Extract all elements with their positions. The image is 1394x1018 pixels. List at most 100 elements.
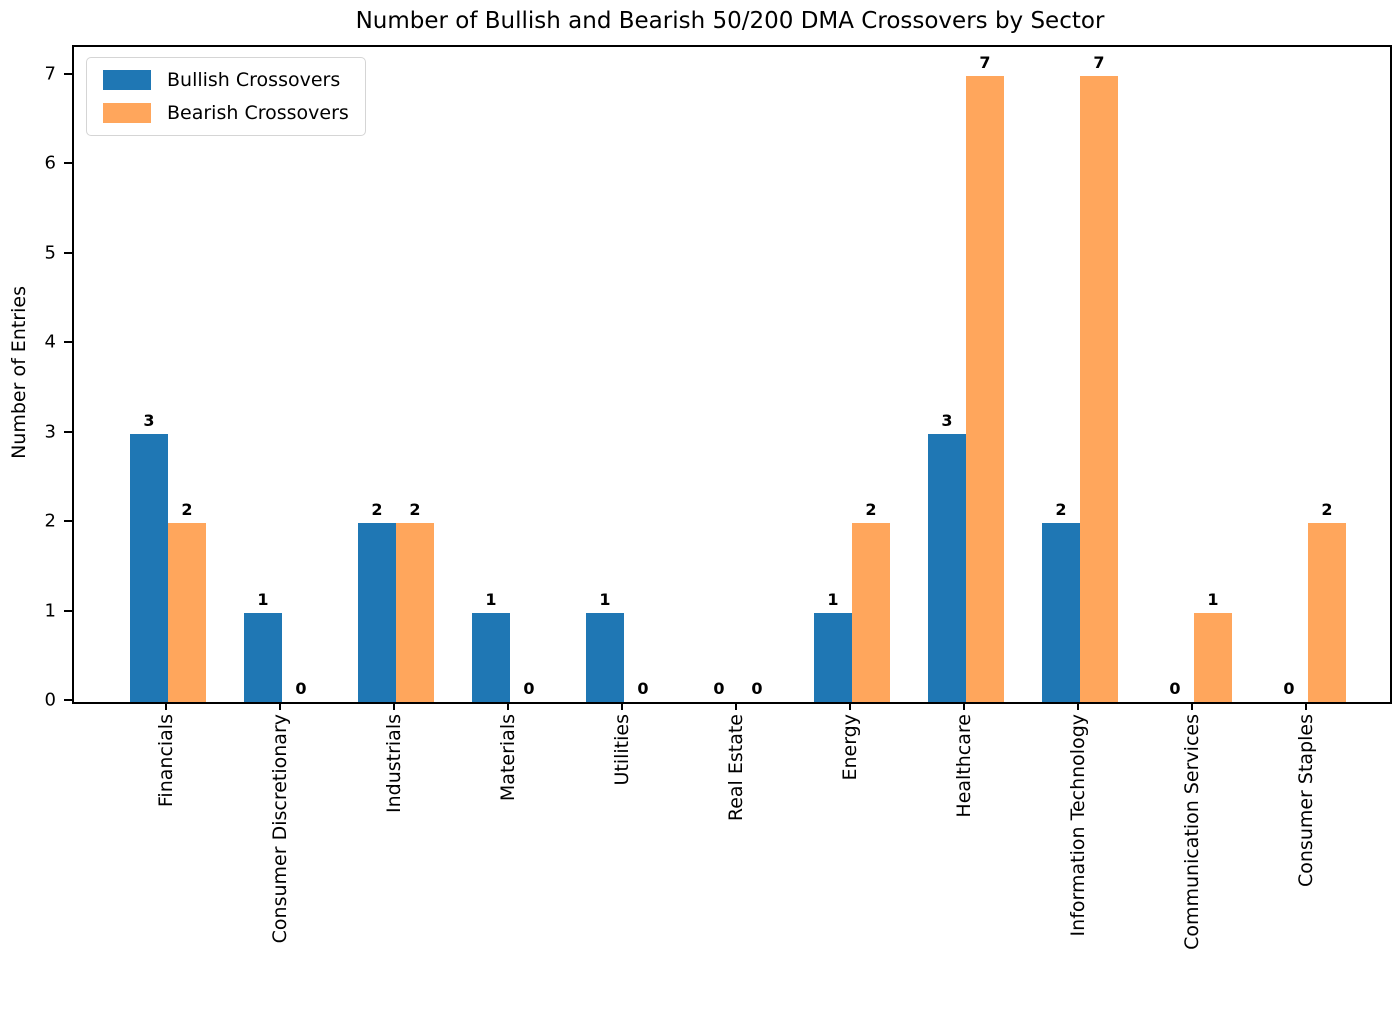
bar-value-label: 1 <box>1207 589 1219 609</box>
bar-col: 7 <box>966 47 1004 702</box>
y-tick-mark <box>64 699 72 701</box>
y-tick-label: 1 <box>44 600 56 621</box>
y-tick-mark <box>64 251 72 254</box>
bar-col: 1 <box>472 47 510 702</box>
bar-col: 1 <box>244 47 282 702</box>
y-tick-mark <box>64 72 72 75</box>
bar <box>586 612 624 702</box>
x-tick-mark <box>963 702 965 710</box>
bar-col: 2 <box>396 47 434 702</box>
x-tick-label: Consumer Discretionary <box>269 714 291 944</box>
bar-value-label: 3 <box>941 410 953 430</box>
y-tick-mark <box>64 341 72 343</box>
bar <box>1308 523 1346 702</box>
x-tick-label: Communication Services <box>1181 714 1203 950</box>
bar-value-label: 1 <box>827 589 839 609</box>
bar <box>1042 523 1080 702</box>
x-tick-mark <box>393 702 395 710</box>
bar-col: 2 <box>168 47 206 702</box>
bar <box>928 433 966 702</box>
bar <box>1194 612 1232 702</box>
bar <box>1080 75 1118 702</box>
bar <box>966 75 1004 702</box>
bar-col: 7 <box>1080 47 1118 702</box>
legend-entry: Bullish Crossovers <box>103 69 349 91</box>
x-tick-label: Utilities <box>611 714 633 786</box>
bar-value-label: 2 <box>409 500 421 519</box>
legend-label: Bearish Crossovers <box>167 102 349 124</box>
x-tick-mark <box>1191 702 1193 710</box>
legend: Bullish Crossovers Bearish Crossovers <box>86 57 366 136</box>
bar <box>814 612 852 702</box>
x-tick-label: Energy <box>839 714 861 781</box>
x-tick-label: Real Estate <box>725 714 747 822</box>
x-tick-label: Consumer Staples <box>1295 714 1317 888</box>
bar-value-label: 1 <box>599 589 611 609</box>
x-tick-mark <box>1077 702 1079 710</box>
y-tick-label: 4 <box>44 331 56 353</box>
bar-value-label: 0 <box>1283 679 1295 698</box>
chart-title: Number of Bullish and Bearish 50/200 DMA… <box>355 8 1105 34</box>
bar-value-label: 2 <box>1321 500 1333 519</box>
legend-label: Bullish Crossovers <box>167 69 341 91</box>
bullish-legend-swatch <box>103 70 151 90</box>
bar-value-label: 7 <box>979 52 991 72</box>
x-tick-label: Healthcare <box>953 714 975 818</box>
y-tick-mark <box>64 162 72 164</box>
y-tick-mark <box>64 430 72 433</box>
x-tick-label: Industrials <box>383 714 405 814</box>
x-tick-label: Financials <box>155 714 177 808</box>
bar-value-label: 0 <box>295 679 307 698</box>
bar-col: 2 <box>358 47 396 702</box>
bar-value-label: 2 <box>371 500 383 519</box>
bar <box>130 433 168 702</box>
y-tick-label: 3 <box>44 421 56 442</box>
bar <box>168 523 206 702</box>
bar-col: 1 <box>1194 47 1232 702</box>
y-tick-mark <box>64 609 72 612</box>
bar-value-label: 0 <box>1169 679 1181 698</box>
bar <box>472 612 510 702</box>
bar-value-label: 7 <box>1093 52 1105 72</box>
y-tick-label: 6 <box>44 152 56 174</box>
bar-col: 1 <box>814 47 852 702</box>
bar <box>244 612 282 702</box>
bar-value-label: 2 <box>865 500 877 519</box>
x-tick-mark <box>1305 702 1307 710</box>
x-tick-label: Materials <box>497 714 519 802</box>
bar-col: 3 <box>928 47 966 702</box>
bar <box>358 523 396 702</box>
bar-value-label: 0 <box>713 679 725 698</box>
x-tick-mark <box>849 702 851 710</box>
bar-value-label: 2 <box>1055 500 1067 519</box>
bar-col: 2 <box>852 47 890 702</box>
bar-col: 2 <box>1308 47 1346 702</box>
bar-col: 0 <box>738 47 776 702</box>
bar-value-label: 1 <box>485 589 497 609</box>
bar-col: 2 <box>1042 47 1080 702</box>
legend-entry: Bearish Crossovers <box>103 102 349 124</box>
bar-value-label: 0 <box>751 679 763 698</box>
bearish-legend-swatch <box>103 103 151 123</box>
bar-col: 3 <box>130 47 168 702</box>
x-tick-mark <box>279 702 281 710</box>
x-tick-mark <box>621 702 623 710</box>
bar <box>396 523 434 702</box>
bar-col: 0 <box>1270 47 1308 702</box>
y-tick-mark <box>64 520 72 522</box>
y-tick-label: 0 <box>44 689 56 711</box>
bar-value-label: 0 <box>523 679 535 698</box>
y-tick-label: 2 <box>44 510 56 532</box>
